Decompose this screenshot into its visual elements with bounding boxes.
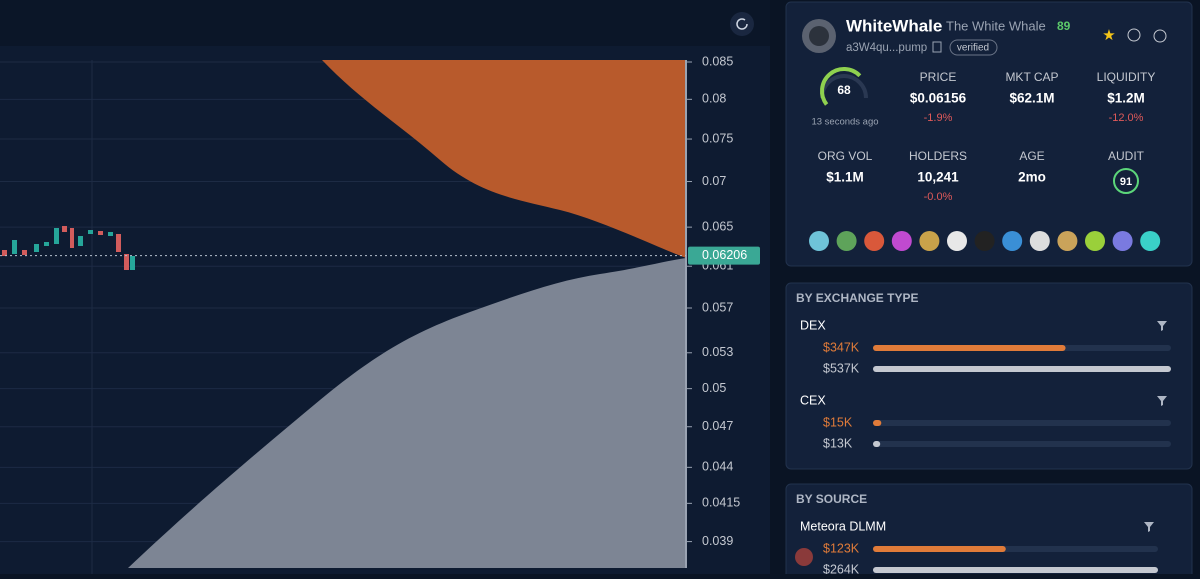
stat-value: $1.2M bbox=[1107, 91, 1145, 106]
row-label: $123K bbox=[823, 541, 860, 555]
bid-depth bbox=[128, 258, 686, 568]
token-name: WhiteWhale bbox=[846, 16, 942, 35]
exchange-icon[interactable] bbox=[947, 231, 967, 251]
section-title: BY SOURCE bbox=[796, 492, 867, 506]
stat-value: 10,241 bbox=[917, 170, 959, 185]
exchange-icon[interactable] bbox=[1002, 231, 1023, 251]
y-tick-label: 0.085 bbox=[702, 54, 733, 68]
row-label: $13K bbox=[823, 436, 853, 450]
stat-label: LIQUIDITY bbox=[1097, 70, 1156, 84]
badge-text: verified bbox=[957, 43, 989, 54]
filter-icon[interactable] bbox=[1157, 396, 1167, 406]
avatar-inner bbox=[809, 26, 829, 46]
row-label: $537K bbox=[823, 361, 860, 375]
exchange-icon[interactable] bbox=[836, 231, 857, 251]
gauge-fill bbox=[820, 67, 862, 106]
y-tick-label: 0.07 bbox=[702, 174, 726, 188]
section-card bbox=[785, 483, 1193, 579]
exchange-icons bbox=[809, 231, 1161, 251]
y-tick-label: 0.053 bbox=[702, 345, 733, 359]
audit-ring bbox=[1113, 168, 1139, 194]
exchange-icon[interactable] bbox=[974, 231, 995, 251]
exchange-icon[interactable] bbox=[1057, 231, 1078, 251]
candles bbox=[2, 226, 135, 270]
filter-icon[interactable] bbox=[1144, 522, 1154, 532]
exchange-icon[interactable] bbox=[1029, 231, 1050, 251]
bar-track bbox=[873, 441, 1171, 447]
bell-icon[interactable] bbox=[1127, 28, 1141, 42]
stat-label: ORG VOL bbox=[818, 149, 873, 163]
bar bbox=[873, 441, 881, 447]
stat-change: -12.0% bbox=[1109, 112, 1144, 124]
price-box bbox=[688, 246, 760, 265]
stat-label: PRICE bbox=[920, 70, 957, 84]
y-tick-label: 0.044 bbox=[702, 460, 733, 474]
share-icon[interactable] bbox=[1153, 29, 1167, 43]
stat-value: $0.06156 bbox=[910, 91, 967, 106]
bar-track bbox=[873, 420, 1171, 426]
stat-change: -1.9% bbox=[924, 112, 953, 124]
y-tick-label: 0.08 bbox=[702, 92, 726, 106]
bar bbox=[873, 366, 1171, 372]
group-name: CEX bbox=[800, 393, 826, 407]
row-label: $264K bbox=[823, 562, 860, 574]
exchange-icon[interactable] bbox=[864, 231, 885, 251]
copy-icon[interactable] bbox=[932, 41, 942, 53]
token-card bbox=[785, 1, 1193, 267]
stat-label: MKT CAP bbox=[1005, 70, 1058, 84]
token-score: 89 bbox=[1057, 19, 1071, 33]
y-tick-label: 0.039 bbox=[702, 534, 733, 548]
exchange-icon[interactable] bbox=[1085, 231, 1105, 251]
row-label: $347K bbox=[823, 340, 860, 354]
group-name: Meteora DLMM bbox=[800, 519, 886, 533]
stat-label: AGE bbox=[1019, 149, 1044, 163]
audit-label: AUDIT bbox=[1108, 149, 1145, 163]
exchange-icon[interactable] bbox=[809, 231, 829, 251]
y-tick-label: 0.0415 bbox=[702, 496, 740, 510]
stat-change: -0.0% bbox=[924, 191, 953, 203]
group-name: DEX bbox=[800, 318, 826, 332]
badge bbox=[949, 39, 998, 56]
token-full-name: The White Whale bbox=[946, 18, 1046, 33]
stat-value: 2mo bbox=[1018, 170, 1046, 185]
y-tick-label: 0.047 bbox=[702, 419, 733, 433]
star-icon[interactable]: ★ bbox=[1102, 27, 1115, 44]
bar bbox=[873, 420, 882, 426]
exchange-icon[interactable] bbox=[1140, 231, 1161, 251]
bar bbox=[873, 567, 1158, 573]
token-address: a3W4qu...pump bbox=[846, 42, 927, 54]
gauge-value: 68 bbox=[837, 83, 851, 97]
y-tick-label: 0.065 bbox=[702, 219, 733, 233]
y-tick-label: 0.075 bbox=[702, 131, 733, 145]
section-title: BY EXCHANGE TYPE bbox=[796, 291, 918, 305]
exchange-icon[interactable] bbox=[1112, 231, 1133, 251]
y-tick-label: 0.057 bbox=[702, 300, 733, 314]
stat-value: $1.1M bbox=[826, 170, 864, 185]
toolbar bbox=[0, 0, 770, 46]
row-label: $15K bbox=[823, 415, 853, 429]
bar bbox=[873, 345, 1066, 351]
source-icon bbox=[795, 548, 813, 566]
audit-value: 91 bbox=[1120, 176, 1132, 188]
price-label: 0.06206 bbox=[702, 248, 747, 262]
stat-label: HOLDERS bbox=[909, 149, 967, 163]
stat-value: $62.1M bbox=[1009, 91, 1054, 106]
gauge-updated: 13 seconds ago bbox=[811, 117, 878, 128]
filter-icon[interactable] bbox=[1157, 321, 1167, 331]
exchange-icon[interactable] bbox=[919, 231, 940, 251]
y-tick-label: 0.05 bbox=[702, 381, 726, 395]
ask-depth bbox=[322, 60, 686, 258]
refresh-button[interactable] bbox=[730, 12, 754, 36]
exchange-icon[interactable] bbox=[891, 231, 912, 251]
bar bbox=[873, 546, 1006, 552]
